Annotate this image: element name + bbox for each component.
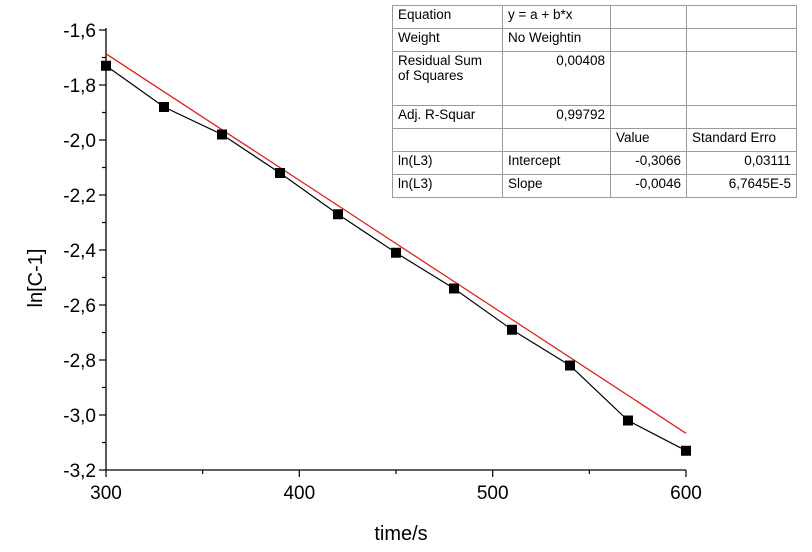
data-point: [623, 415, 633, 426]
fit-table-row: Residual Sum of Squares 0,00408: [392, 51, 797, 106]
fit-table-cell: Value: [610, 128, 687, 152]
fit-line-layer: [105, 53, 687, 434]
x-axis-title: time/s: [374, 523, 427, 545]
fit-table-row: Weight No Weightin: [392, 28, 797, 52]
fit-table-cell: No Weightin: [502, 28, 611, 52]
x-tick-label: 300: [90, 483, 122, 504]
fit-table-cell: y = a + b*x: [502, 5, 611, 29]
fit-table-cell: Weight: [392, 28, 503, 52]
data-point: [565, 360, 575, 371]
fit-table-cell: [610, 5, 687, 29]
fit-table-cell: [610, 51, 687, 106]
y-tick-label: -3,0: [63, 406, 96, 427]
y-tick-label: -2,8: [63, 351, 96, 372]
fit-table-cell: [686, 28, 797, 52]
fit-table-cell: Adj. R-Squar: [392, 105, 503, 129]
y-tick-label: -2,0: [63, 131, 96, 152]
fit-table-cell: 0,99792: [502, 105, 611, 129]
data-point: [217, 129, 227, 140]
fit-table-cell: Equation: [392, 5, 503, 29]
data-point: [449, 283, 459, 294]
fit-table-cell: 0,00408: [502, 51, 611, 106]
fit-table-cell: [686, 51, 797, 106]
series-layer: [101, 60, 691, 456]
y-tick-label: -1,6: [63, 21, 96, 42]
fit-table-row: Equation y = a + b*x: [392, 5, 797, 29]
fit-table-cell: [686, 5, 797, 29]
fit-table-row: Value Standard Erro: [392, 128, 797, 152]
y-tick-label: -2,2: [63, 186, 96, 207]
fit-table-cell: ln(L3): [392, 151, 503, 175]
data-point: [159, 102, 169, 112]
fit-table-cell: 0,03111: [686, 151, 797, 175]
fit-table-cell: Intercept: [502, 151, 611, 175]
y-tick-label: -3,2: [63, 461, 96, 482]
axes: 300 400 500 600 -1,6 -1,8 -2,0 -2,2 -2,4 -2,6 -2,8…: [63, 21, 702, 504]
y-tick-label: -2,4: [63, 241, 96, 262]
data-point: [275, 168, 285, 178]
fit-table-cell: [610, 105, 687, 129]
fit-table-cell: -0,0046: [610, 174, 687, 198]
fit-table-cell: [502, 128, 611, 152]
y-tick-label: -2,6: [63, 296, 96, 317]
fit-table-cell: [610, 28, 687, 52]
fit-table-row: ln(L3) Slope -0,0046 6,7645E-5: [392, 174, 797, 198]
data-point: [101, 60, 111, 71]
x-tick-label: 600: [670, 483, 702, 504]
y-axis-title: ln[C-1]: [25, 249, 47, 308]
data-point: [681, 445, 691, 456]
fit-table-cell: 6,7645E-5: [686, 174, 797, 198]
x-tick-label: 500: [477, 483, 509, 504]
x-tick-label: 400: [283, 483, 315, 504]
data-point: [391, 247, 401, 258]
linear-fit-line: [105, 53, 687, 434]
fit-table-row: Adj. R-Squar 0,99792: [392, 105, 797, 129]
fit-table-cell: Residual Sum of Squares: [392, 51, 503, 106]
fit-table-cell: Standard Erro: [686, 128, 797, 152]
fit-table-cell: [392, 128, 503, 152]
data-point: [333, 209, 343, 220]
data-point: [507, 324, 517, 335]
fit-table-cell: Slope: [502, 174, 611, 198]
fit-table-row: ln(L3) Intercept -0,3066 0,03111: [392, 151, 797, 175]
fit-table-cell: ln(L3): [392, 174, 503, 198]
y-tick-label: -1,8: [63, 76, 96, 97]
fit-results-table: Equation y = a + b*x Weight No Weightin Resi…: [392, 5, 797, 198]
fit-table-cell: -0,3066: [610, 151, 687, 175]
fit-table-cell: [686, 105, 797, 129]
